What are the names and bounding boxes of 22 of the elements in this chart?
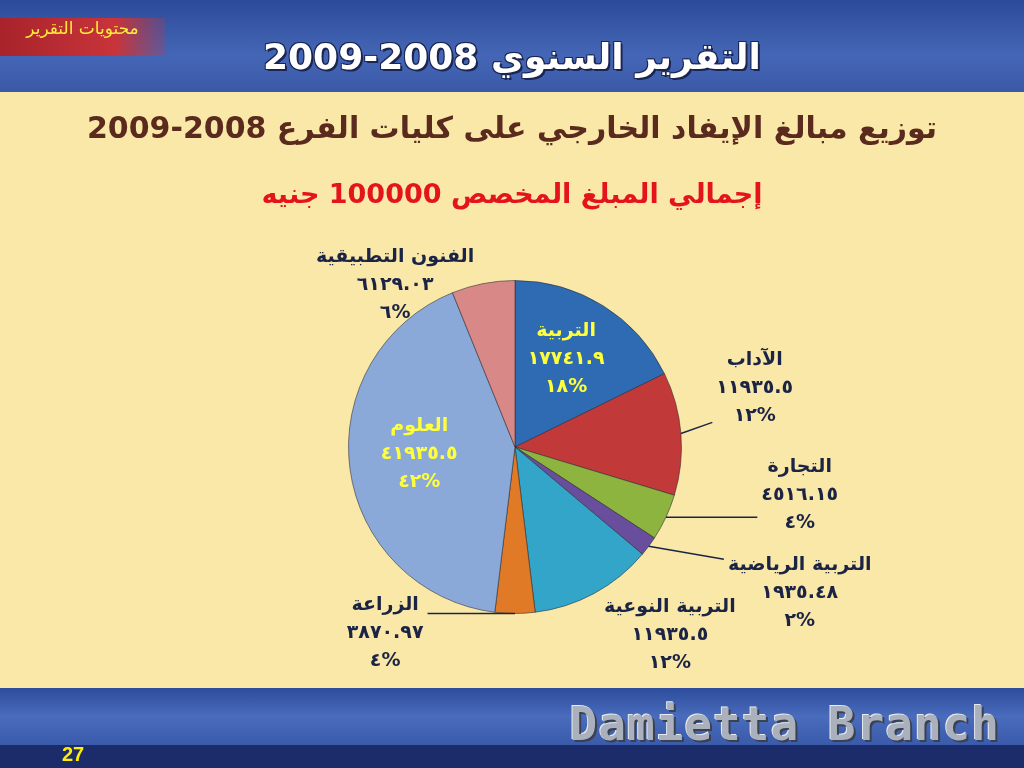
data-label: ١٧٧٤١.٩ ١٨% bbox=[527, 345, 605, 396]
data-label: ٣٨٧٠.٩٧ ٤% bbox=[346, 620, 424, 671]
slice-label: التربية النوعية bbox=[603, 593, 736, 617]
data-label: ١١٩٣٥.٥ ١٢% bbox=[716, 375, 794, 426]
data-label: ٤٥١٦.١٥ ٤% bbox=[761, 481, 839, 532]
text: 27 bbox=[62, 743, 85, 766]
chart-title: توزيع مبالغ الإيفاد الخارجي على كليات الفرع 2008-2009 bbox=[85, 110, 939, 145]
text: محتويات التقرير bbox=[0, 18, 165, 56]
chart-subtitle: إجمالي المبلغ المخصص 100000 جنيه bbox=[260, 178, 764, 209]
slice-label: الفنون التطبيقية bbox=[316, 244, 475, 268]
text: التقرير السنوي 2008-2009 bbox=[263, 36, 761, 77]
slice-label: التربية bbox=[536, 317, 596, 341]
slice-label: التربية الرياضية bbox=[727, 552, 872, 576]
slice-label: الآداب bbox=[726, 347, 783, 370]
data-label: ١١٩٣٥.٥ ١٢% bbox=[631, 621, 709, 672]
slice-label: التجارة bbox=[767, 453, 832, 477]
slice-label: الزراعة bbox=[351, 592, 419, 616]
text: Damietta Branch bbox=[569, 697, 1000, 751]
data-label: ٦١٢٩.٠٣ ٦% bbox=[356, 272, 434, 323]
slice-label: العلوم bbox=[390, 412, 449, 436]
data-label: ١٩٣٥.٤٨ ٢% bbox=[761, 580, 839, 631]
data-label: ٤١٩٣٥.٥ ٤٢% bbox=[380, 440, 458, 491]
